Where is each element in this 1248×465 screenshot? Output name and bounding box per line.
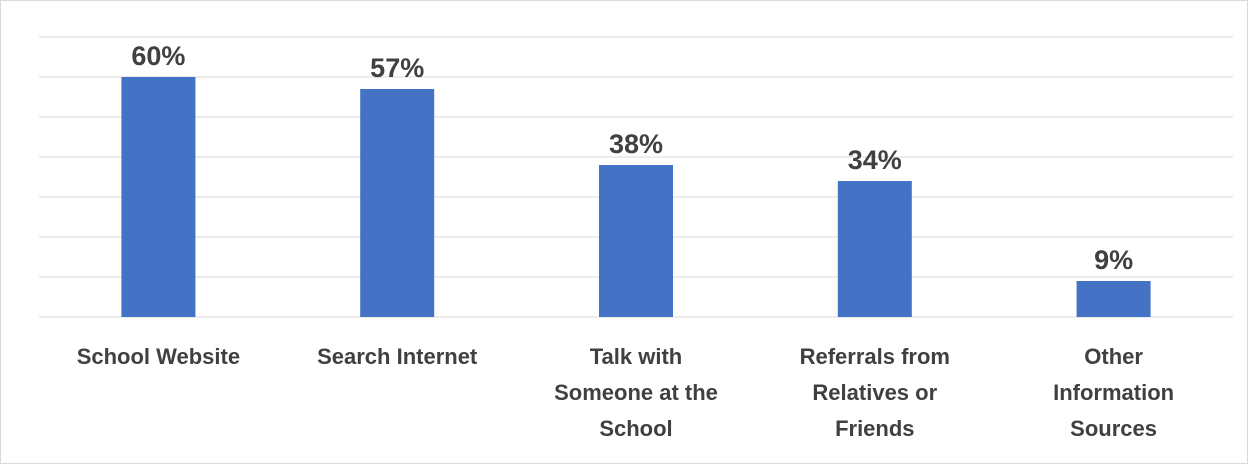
data-label-3: 34% xyxy=(848,145,902,175)
bar-3 xyxy=(837,181,912,317)
category-label-0: School Website xyxy=(76,344,241,369)
data-label-1: 57% xyxy=(370,53,424,83)
category-label-4: Other Information Sources xyxy=(1053,344,1175,441)
data-label-4: 9% xyxy=(1094,245,1133,275)
category-label-2: Talk with Someone at the School xyxy=(554,344,718,441)
category-label-1: Search Internet xyxy=(317,344,478,369)
bar-4 xyxy=(1076,281,1151,317)
data-label-2: 38% xyxy=(609,129,663,159)
category-label-3: Referrals from Relatives or Friends xyxy=(799,344,950,441)
bar-0 xyxy=(121,77,196,317)
bar-1 xyxy=(360,89,435,317)
bar-2 xyxy=(599,165,673,317)
data-label-0: 60% xyxy=(131,41,185,71)
